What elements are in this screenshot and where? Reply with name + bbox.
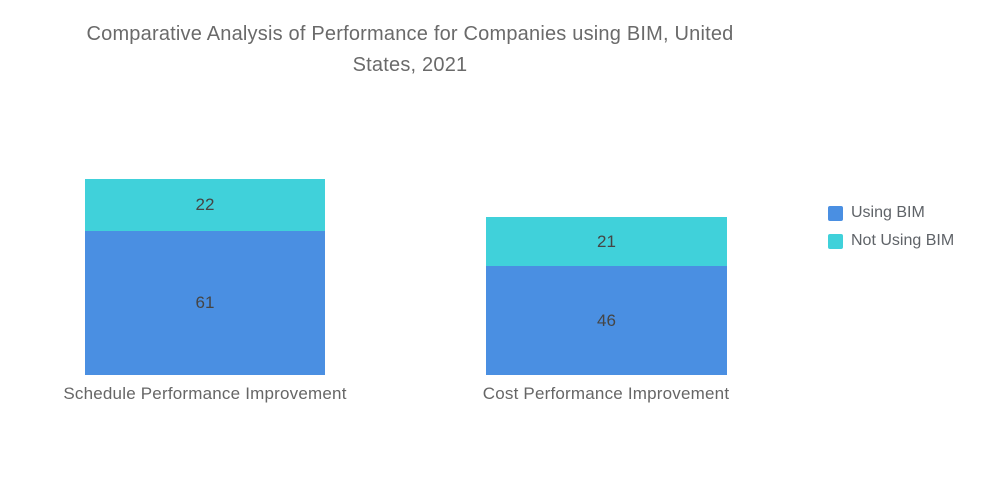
value-label: 46 [597, 310, 616, 330]
axis-label-cost-performance: Cost Performance Improvement [482, 384, 730, 403]
value-label: 22 [195, 195, 215, 214]
value-label: 21 [597, 231, 616, 251]
value-label: 61 [195, 293, 215, 312]
legend-item-using-bim[interactable]: Using BIM [828, 204, 954, 222]
legend-label-using-bim: Using BIM [851, 204, 925, 221]
chart-title-line-2: States, 2021 [352, 54, 468, 76]
legend-label-not-using-bim: Not Using BIM [851, 232, 955, 249]
bar-segment-using-bim[interactable]: 61 [85, 231, 325, 375]
bar-cost-performance: 21 46 [486, 216, 727, 375]
chart-title: Comparative Analysis of Performance for … [0, 19, 820, 81]
legend-swatch-not-using-bim-icon [828, 233, 843, 249]
axis-label-schedule-performance: Schedule Performance Improvement [63, 384, 347, 403]
legend-item-not-using-bim[interactable]: Not Using BIM [828, 232, 954, 250]
chart-title-line-1: Comparative Analysis of Performance for … [86, 23, 734, 45]
bar-segment-not-using-bim[interactable]: 22 [85, 179, 325, 231]
bar-segment-using-bim[interactable]: 46 [486, 266, 727, 375]
bar-schedule-performance: 22 61 [85, 179, 325, 375]
legend: Using BIM Not Using BIM [828, 204, 954, 250]
bar-segment-not-using-bim[interactable]: 21 [486, 216, 727, 267]
legend-swatch-using-bim-icon [828, 205, 843, 221]
